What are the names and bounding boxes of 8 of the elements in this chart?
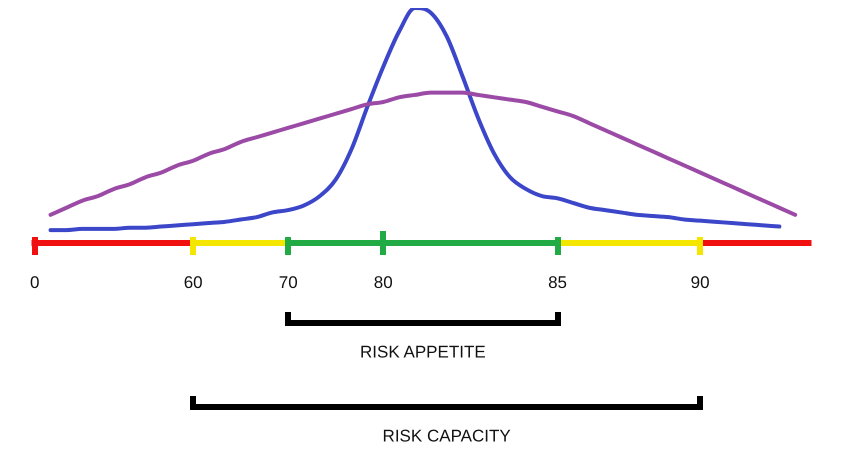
x-tick-label: 70 — [278, 272, 298, 292]
x-tick-label: 90 — [690, 272, 710, 292]
x-tick-label: 85 — [548, 272, 567, 292]
text: RISK APPETITE — [360, 342, 486, 362]
x-tick-label: 0 — [30, 272, 40, 292]
x-tick-label: 80 — [374, 272, 393, 292]
x-tick-label: 60 — [184, 272, 203, 292]
text: RISK CAPACITY — [382, 426, 511, 446]
